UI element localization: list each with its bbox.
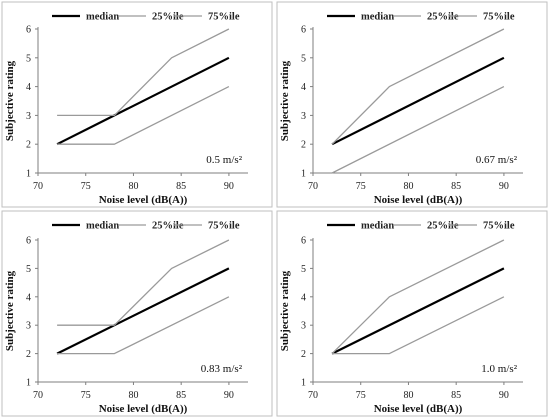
series-line-median bbox=[56, 56, 230, 146]
legend: median 25%ile 75%ile bbox=[52, 221, 240, 232]
panel-frame bbox=[1, 1, 273, 208]
x-axis-title: Noise level (dB(A)) bbox=[374, 403, 463, 415]
y-tick-label: 2 bbox=[26, 140, 31, 151]
y-tick-label: 5 bbox=[301, 53, 306, 64]
legend-label: median bbox=[361, 12, 394, 23]
y-tick-label: 5 bbox=[26, 264, 31, 275]
x-tick-label: 75 bbox=[81, 390, 91, 401]
series-line-median bbox=[331, 267, 505, 355]
y-tick-label: 6 bbox=[301, 236, 306, 247]
y-tick-label: 2 bbox=[26, 349, 31, 360]
y-tick-label: 2 bbox=[301, 349, 306, 360]
y-tick-label: 3 bbox=[301, 111, 306, 122]
legend-label: median bbox=[86, 12, 119, 23]
y-tick-label: 3 bbox=[26, 111, 31, 122]
x-tick-label: 90 bbox=[224, 181, 234, 192]
panel-frame bbox=[276, 1, 548, 208]
series-line-25pctile bbox=[331, 86, 505, 174]
x-tick-label: 80 bbox=[128, 390, 138, 401]
legend-label: 75%ile bbox=[483, 221, 515, 232]
x-tick-label: 85 bbox=[451, 390, 461, 401]
y-tick-label: 6 bbox=[26, 236, 31, 247]
legend-label: 25%ile bbox=[152, 12, 184, 23]
y-axis-title: Subjective rating bbox=[279, 60, 291, 141]
x-tick-label: 70 bbox=[308, 390, 318, 401]
x-tick-label: 90 bbox=[499, 181, 509, 192]
y-tick-label: 1 bbox=[26, 378, 31, 389]
y-tick-label: 3 bbox=[26, 321, 31, 332]
y-tick-label: 3 bbox=[301, 321, 306, 332]
y-tick-label: 5 bbox=[26, 53, 31, 64]
series-line-75pctile bbox=[331, 28, 505, 145]
series-line-75pctile bbox=[57, 28, 230, 117]
x-tick-label: 90 bbox=[499, 390, 509, 401]
legend-label: 75%ile bbox=[208, 12, 240, 23]
series-line-25pctile bbox=[332, 296, 505, 355]
acceleration-annotation: 1.0 m/s² bbox=[481, 363, 517, 375]
legend: median 25%ile 75%ile bbox=[327, 221, 515, 232]
series-line-median bbox=[56, 267, 230, 355]
y-tick-label: 1 bbox=[26, 169, 31, 180]
x-tick-label: 80 bbox=[128, 181, 138, 192]
legend: median 25%ile 75%ile bbox=[327, 12, 515, 23]
y-tick-label: 4 bbox=[26, 292, 31, 303]
x-tick-label: 75 bbox=[81, 181, 91, 192]
series-line-75pctile bbox=[57, 239, 230, 326]
y-tick-label: 6 bbox=[26, 25, 31, 36]
series-line-25pctile bbox=[57, 296, 230, 355]
x-axis-title: Noise level (dB(A)) bbox=[99, 194, 188, 206]
legend-label: median bbox=[361, 221, 394, 232]
y-tick-label: 1 bbox=[301, 169, 306, 180]
legend: median 25%ile 75%ile bbox=[52, 12, 240, 23]
y-tick-label: 4 bbox=[301, 82, 306, 93]
x-axis-title: Noise level (dB(A)) bbox=[99, 403, 188, 415]
acceleration-annotation: 0.83 m/s² bbox=[201, 363, 243, 375]
y-tick-label: 4 bbox=[26, 82, 31, 93]
x-tick-label: 70 bbox=[33, 181, 43, 192]
x-tick-label: 75 bbox=[356, 390, 366, 401]
series-line-median bbox=[331, 56, 505, 146]
y-tick-label: 2 bbox=[301, 140, 306, 151]
x-tick-label: 70 bbox=[33, 390, 43, 401]
y-tick-label: 5 bbox=[301, 264, 306, 275]
legend-label: 75%ile bbox=[483, 12, 515, 23]
chart-panel-3: 1 2 3 4 5 6 70 75 80 85 90 Noise level (dB(A)) Subje… bbox=[1, 210, 273, 417]
x-tick-label: 75 bbox=[356, 181, 366, 192]
chart-panel-2: 1 2 3 4 5 6 70 75 80 85 90 Noise level (dB(A)) Subje… bbox=[276, 1, 548, 208]
y-axis-title: Subjective rating bbox=[4, 270, 16, 351]
acceleration-annotation: 0.5 m/s² bbox=[206, 154, 242, 166]
chart-panel-1: 1 2 3 4 5 6 70 75 80 85 90 Noise level (dB(A)) Subje… bbox=[1, 1, 273, 208]
legend-label: 25%ile bbox=[152, 221, 184, 232]
panel-frame bbox=[1, 210, 273, 417]
y-axis-title: Subjective rating bbox=[4, 60, 16, 141]
x-tick-label: 85 bbox=[176, 181, 186, 192]
legend-label: 75%ile bbox=[208, 221, 240, 232]
acceleration-annotation: 0.67 m/s² bbox=[476, 154, 518, 166]
x-tick-label: 85 bbox=[176, 390, 186, 401]
y-axis-title: Subjective rating bbox=[279, 270, 291, 351]
x-axis-title: Noise level (dB(A)) bbox=[374, 194, 463, 206]
chart-panel-4: 1 2 3 4 5 6 70 75 80 85 90 Noise level (dB(A)) Subje… bbox=[276, 210, 548, 417]
x-tick-label: 70 bbox=[308, 181, 318, 192]
legend-label: 25%ile bbox=[427, 12, 459, 23]
series-line-25pctile bbox=[57, 86, 230, 145]
y-tick-label: 6 bbox=[301, 25, 306, 36]
x-tick-label: 80 bbox=[403, 181, 413, 192]
x-tick-label: 85 bbox=[451, 181, 461, 192]
x-tick-label: 80 bbox=[403, 390, 413, 401]
legend-label: 25%ile bbox=[427, 221, 459, 232]
legend-label: median bbox=[86, 221, 119, 232]
x-tick-label: 90 bbox=[224, 390, 234, 401]
y-tick-label: 1 bbox=[301, 378, 306, 389]
y-tick-label: 4 bbox=[301, 292, 306, 303]
series-line-75pctile bbox=[331, 239, 505, 355]
panel-frame bbox=[276, 210, 548, 417]
